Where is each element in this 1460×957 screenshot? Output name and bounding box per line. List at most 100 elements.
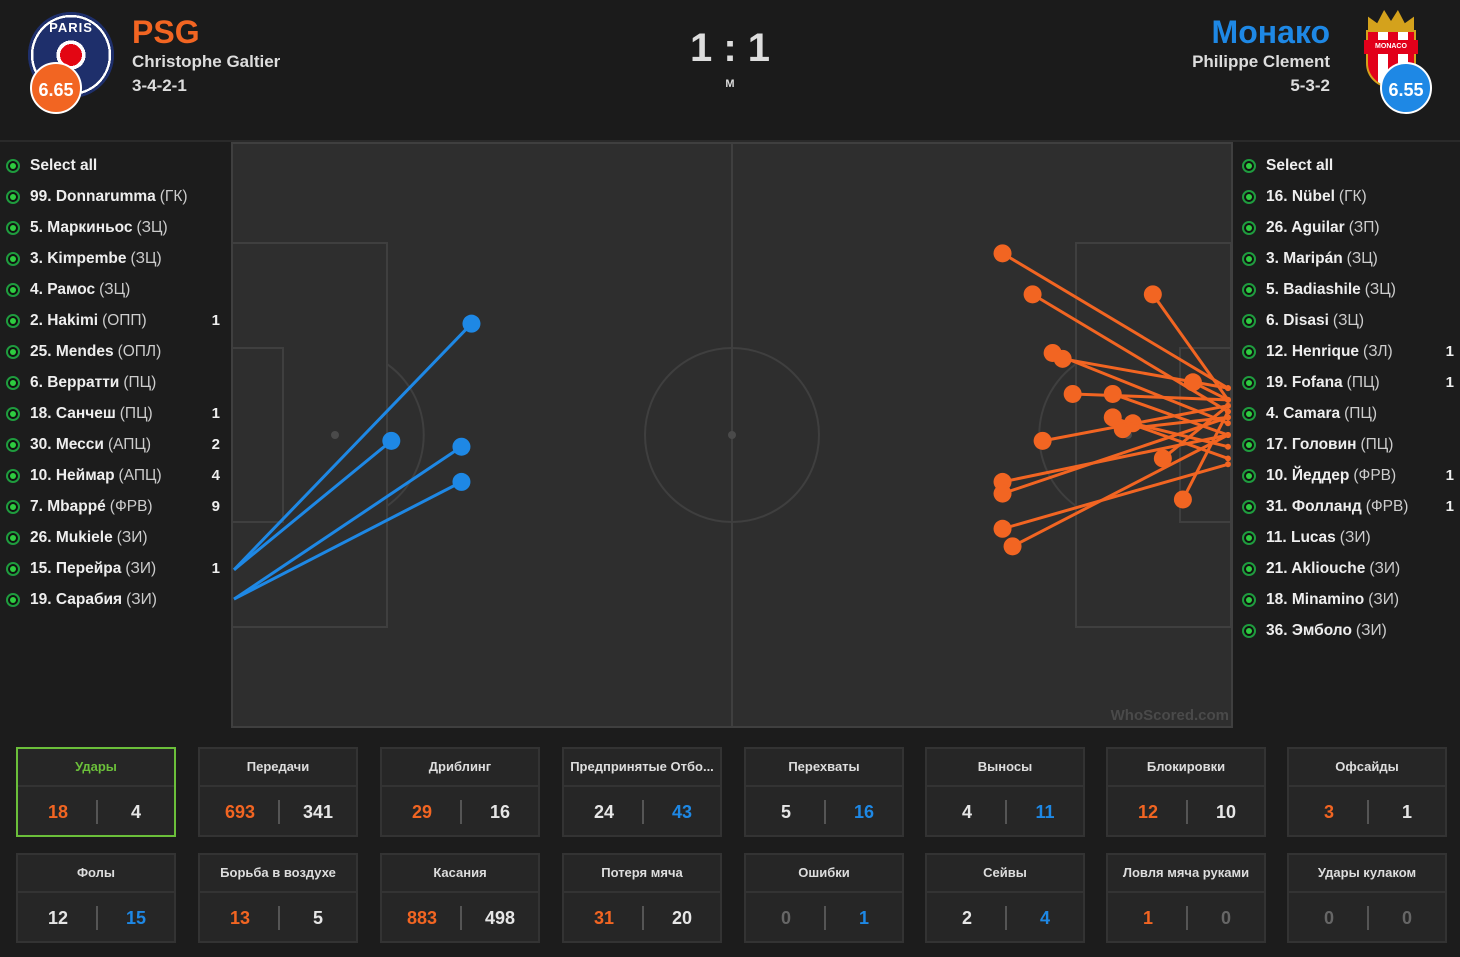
away-player-row[interactable]: 17. Головин (ПЦ) (1242, 429, 1460, 460)
stat-box[interactable]: Дриблинг 29 16 (380, 747, 540, 837)
home-player-row[interactable]: 5. Маркиньос (ЗЦ) (6, 212, 226, 243)
shot-origin-marker[interactable] (993, 244, 1012, 263)
stat-box[interactable]: Касания 883 498 (380, 853, 540, 943)
away-player-row[interactable]: 26. Aguilar (ЗП) (1242, 212, 1460, 243)
away-player-row[interactable]: 3. Maripán (ЗЦ) (1242, 243, 1460, 274)
toggle-icon[interactable] (1242, 406, 1256, 421)
toggle-icon[interactable] (1242, 623, 1256, 638)
toggle-icon[interactable] (1242, 313, 1256, 328)
away-player-row[interactable]: 31. Фолланд (ФРВ) 1 (1242, 491, 1460, 522)
stat-box[interactable]: Блокировки 12 10 (1106, 747, 1266, 837)
away-player-row[interactable]: 18. Minamino (ЗИ) (1242, 584, 1460, 615)
home-player-row[interactable]: 18. Санчеш (ПЦ) 1 (6, 398, 226, 429)
stat-box[interactable]: Потеря мяча 31 20 (562, 853, 722, 943)
shot-origin-marker[interactable] (1173, 490, 1192, 509)
home-player-row[interactable]: 15. Перейра (ЗИ) 1 (6, 553, 226, 584)
stat-box[interactable]: Фолы 12 15 (16, 853, 176, 943)
home-team-name[interactable]: PSG (132, 14, 200, 50)
stat-box[interactable]: Предпринятые Отбо... 24 43 (562, 747, 722, 837)
toggle-icon[interactable] (1242, 344, 1256, 359)
toggle-icon[interactable] (1242, 468, 1256, 483)
shot-origin-marker[interactable] (993, 519, 1012, 538)
shot-origin-marker[interactable] (1103, 384, 1122, 403)
away-select-all[interactable]: Select all (1242, 150, 1460, 181)
toggle-icon[interactable] (1242, 282, 1256, 297)
toggle-icon[interactable] (6, 437, 20, 452)
shot-origin-marker[interactable] (1033, 431, 1052, 450)
toggle-icon[interactable] (1242, 220, 1256, 235)
shot-origin-marker[interactable] (1023, 285, 1042, 304)
stat-divider (642, 800, 644, 824)
toggle-icon[interactable] (6, 251, 20, 266)
toggle-icon[interactable] (6, 375, 20, 390)
shot-origin-marker[interactable] (993, 484, 1012, 503)
shot-origin-marker[interactable] (1153, 449, 1172, 468)
stat-box[interactable]: Перехваты 5 16 (744, 747, 904, 837)
home-player-row[interactable]: 10. Неймар (АПЦ) 4 (6, 460, 226, 491)
away-player-row[interactable]: 5. Badiashile (ЗЦ) (1242, 274, 1460, 305)
home-player-row[interactable]: 3. Kimpembe (ЗЦ) (6, 243, 226, 274)
home-player-row[interactable]: 2. Hakimi (ОПП) 1 (6, 305, 226, 336)
toggle-icon[interactable] (1242, 158, 1256, 173)
toggle-icon[interactable] (6, 406, 20, 421)
toggle-icon[interactable] (1242, 189, 1256, 204)
home-player-row[interactable]: 26. Mukiele (ЗИ) (6, 522, 226, 553)
away-player-row[interactable]: 12. Henrique (ЗЛ) 1 (1242, 336, 1460, 367)
toggle-icon[interactable] (6, 499, 20, 514)
toggle-icon[interactable] (6, 158, 20, 173)
toggle-icon[interactable] (6, 592, 20, 607)
away-player-row[interactable]: 11. Lucas (ЗИ) (1242, 522, 1460, 553)
toggle-icon[interactable] (1242, 251, 1256, 266)
shot-origin-marker[interactable] (1003, 537, 1022, 556)
away-player-row[interactable]: 21. Akliouche (ЗИ) (1242, 553, 1460, 584)
away-player-row[interactable]: 6. Disasi (ЗЦ) (1242, 305, 1460, 336)
stat-box[interactable]: Сейвы 2 4 (925, 853, 1085, 943)
toggle-icon[interactable] (6, 220, 20, 235)
away-player-row[interactable]: 19. Fofana (ПЦ) 1 (1242, 367, 1460, 398)
away-player-row[interactable]: 4. Camara (ПЦ) (1242, 398, 1460, 429)
toggle-icon[interactable] (6, 530, 20, 545)
toggle-icon[interactable] (1242, 561, 1256, 576)
toggle-icon[interactable] (1242, 499, 1256, 514)
shot-origin-marker[interactable] (1143, 285, 1162, 304)
shot-origin-marker[interactable] (452, 472, 471, 491)
shot-origin-marker[interactable] (1063, 384, 1082, 403)
home-player-row[interactable]: 25. Mendes (ОПЛ) (6, 336, 226, 367)
home-player-row[interactable]: 30. Месси (АПЦ) 2 (6, 429, 226, 460)
stat-box[interactable]: Офсайды 3 1 (1287, 747, 1447, 837)
home-player-row[interactable]: 99. Donnarumma (ГК) (6, 181, 226, 212)
shot-origin-marker[interactable] (462, 314, 481, 333)
toggle-icon[interactable] (6, 189, 20, 204)
home-select-all[interactable]: Select all (6, 150, 226, 181)
stat-box[interactable]: Удары 18 4 (16, 747, 176, 837)
stat-title: Фолы (18, 855, 174, 893)
home-player-row[interactable]: 7. Mbappé (ФРВ) 9 (6, 491, 226, 522)
home-player-row[interactable]: 4. Рамос (ЗЦ) (6, 274, 226, 305)
away-team-name[interactable]: Монако (1211, 14, 1330, 50)
shot-origin-marker[interactable] (382, 431, 401, 450)
stat-box[interactable]: Ловля мяча руками 1 0 (1106, 853, 1266, 943)
shot-origin-marker[interactable] (1103, 408, 1122, 427)
toggle-icon[interactable] (1242, 530, 1256, 545)
toggle-icon[interactable] (6, 282, 20, 297)
away-player-row[interactable]: 16. Nübel (ГК) (1242, 181, 1460, 212)
stat-box[interactable]: Ошибки 0 1 (744, 853, 904, 943)
shot-origin-marker[interactable] (1053, 349, 1072, 368)
toggle-icon[interactable] (6, 344, 20, 359)
home-player-row[interactable]: 19. Сарабия (ЗИ) (6, 584, 226, 615)
toggle-icon[interactable] (1242, 437, 1256, 452)
stat-box[interactable]: Выносы 4 11 (925, 747, 1085, 837)
stat-box[interactable]: Удары кулаком 0 0 (1287, 853, 1447, 943)
stat-box[interactable]: Борьба в воздухе 13 5 (198, 853, 358, 943)
away-player-row[interactable]: 36. Эмболо (ЗИ) (1242, 615, 1460, 646)
away-player-row[interactable]: 10. Йеддер (ФРВ) 1 (1242, 460, 1460, 491)
home-player-row[interactable]: 6. Верратти (ПЦ) (6, 367, 226, 398)
toggle-icon[interactable] (6, 313, 20, 328)
stat-box[interactable]: Передачи 693 341 (198, 747, 358, 837)
toggle-icon[interactable] (6, 468, 20, 483)
shot-origin-marker[interactable] (452, 437, 471, 456)
toggle-icon[interactable] (1242, 375, 1256, 390)
toggle-icon[interactable] (1242, 592, 1256, 607)
toggle-icon[interactable] (6, 561, 20, 576)
shot-origin-marker[interactable] (1183, 373, 1202, 392)
